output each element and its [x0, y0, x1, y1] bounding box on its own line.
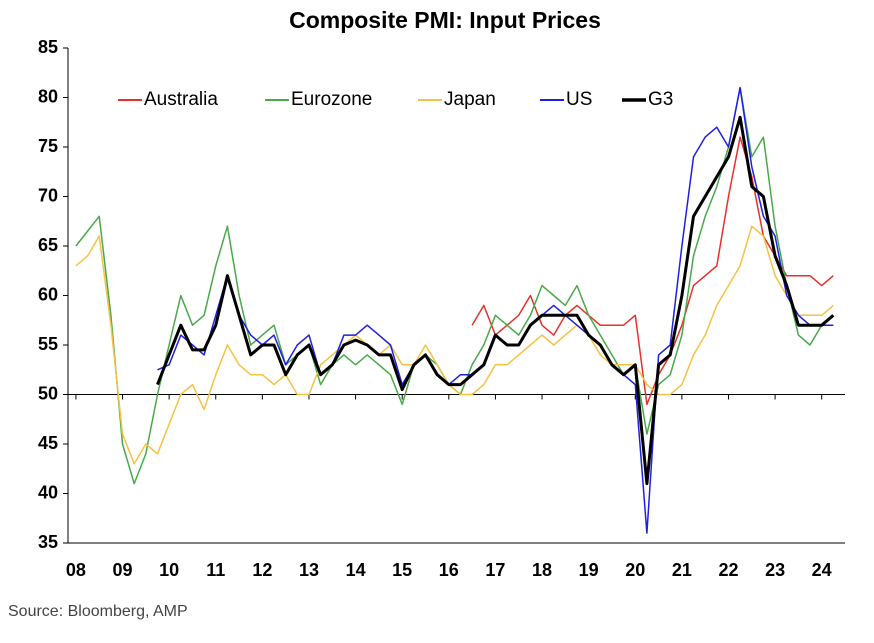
y-tick-label: 40	[38, 482, 58, 502]
legend-label: Australia	[144, 89, 218, 110]
y-tick-label: 85	[38, 37, 58, 57]
series-line	[75, 86, 834, 485]
x-tick-label: 21	[672, 560, 692, 580]
x-tick-label: 12	[252, 560, 272, 580]
series-line	[75, 225, 834, 465]
x-tick-label: 22	[718, 560, 738, 580]
x-tick-label: 11	[206, 560, 225, 580]
x-tick-label: 14	[346, 560, 366, 580]
y-tick-label: 35	[38, 532, 58, 552]
y-tick-label: 70	[38, 185, 58, 205]
y-tick-label: 55	[38, 334, 58, 354]
x-tick-label: 24	[812, 560, 832, 580]
x-tick-label: 16	[439, 560, 459, 580]
legend-label: Japan	[444, 89, 496, 110]
x-tick-label: 13	[299, 560, 319, 580]
y-tick-label: 65	[38, 235, 58, 255]
x-tick-label: 09	[113, 560, 133, 580]
series-line	[157, 86, 834, 534]
x-tick-label: 23	[765, 560, 785, 580]
y-tick-label: 45	[38, 433, 58, 453]
x-tick-label: 17	[485, 560, 505, 580]
x-tick-label: 19	[579, 560, 599, 580]
x-tick-label: 20	[625, 560, 645, 580]
y-tick-label: 80	[38, 86, 58, 106]
x-tick-label: 18	[532, 560, 552, 580]
legend-label: G3	[648, 89, 673, 110]
legend-label: Eurozone	[291, 89, 372, 110]
series-line	[471, 136, 834, 406]
x-tick-label: 15	[392, 560, 412, 580]
y-tick-label: 60	[38, 284, 58, 304]
source-note: Source: Bloomberg, AMP	[8, 603, 188, 620]
y-tick-label: 75	[38, 136, 58, 156]
x-tick-label: 10	[159, 560, 179, 580]
legend-label: US	[566, 89, 592, 110]
series-line	[156, 115, 835, 486]
y-tick-label: 50	[38, 383, 58, 403]
chart-title: Composite PMI: Input Prices	[289, 7, 601, 33]
x-tick-label: 08	[66, 560, 86, 580]
